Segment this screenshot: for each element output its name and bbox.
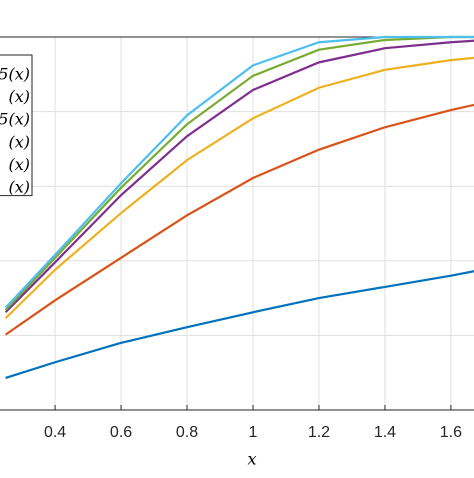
x-axis-label: x	[247, 450, 256, 469]
x-tick-label: 0.6	[110, 424, 132, 441]
line-series	[4, 56, 474, 320]
legend-label: (x)	[8, 132, 30, 151]
legend: .5(x) (x) .5(x) (x) (x) (x)	[0, 54, 33, 197]
legend-label: (x)	[8, 178, 30, 197]
line-series	[5, 270, 474, 379]
legend-box	[0, 54, 33, 197]
line-series	[4, 103, 474, 336]
x-tick-label: 1.6	[440, 424, 462, 441]
x-tick-label: 0.8	[176, 424, 198, 441]
legend-label: .5(x)	[0, 110, 30, 129]
line-series	[4, 35, 474, 309]
x-tick-label: 1.2	[308, 424, 330, 441]
x-tick-label: 0.4	[44, 424, 66, 441]
line-series	[4, 35, 474, 311]
line-series	[4, 39, 474, 314]
legend-label: .5(x)	[0, 65, 30, 84]
x-tick-label: 1	[249, 424, 258, 441]
legend-label: (x)	[8, 87, 30, 106]
x-tick-label: 1.4	[374, 424, 396, 441]
legend-label: (x)	[8, 155, 30, 174]
